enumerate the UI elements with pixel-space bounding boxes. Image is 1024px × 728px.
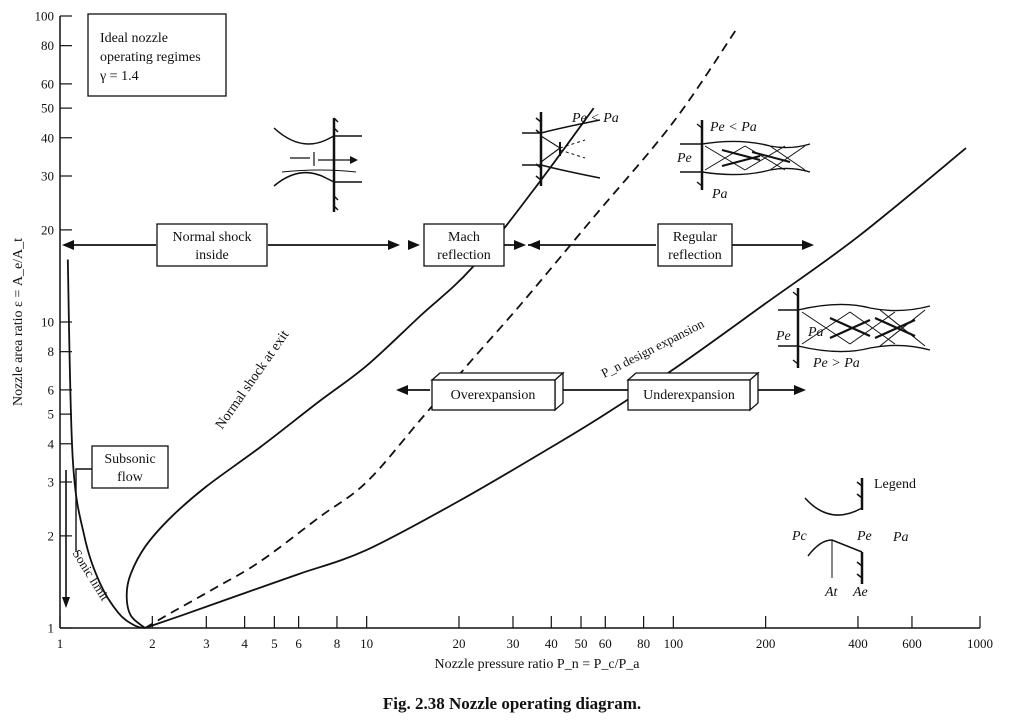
svg-text:Underexpansion: Underexpansion	[643, 388, 735, 403]
svg-text:reflection: reflection	[668, 248, 722, 263]
x-tick-label: 80	[637, 636, 650, 651]
info-box	[87, 13, 227, 97]
series-line-3	[144, 147, 967, 629]
svg-text:Normal shock: Normal shock	[173, 230, 252, 245]
x-tick-label: 4	[241, 636, 248, 651]
series-line-1	[125, 107, 595, 629]
x-axis-label: Nozzle pressure ratio P_n = P_c/P_a	[434, 657, 640, 672]
info-box-line-2: operating regimes	[100, 50, 201, 65]
y-tick-label: 20	[41, 222, 54, 237]
legend-pa: Pa	[892, 530, 909, 545]
region-subsonic-flow: Subsonic flow	[75, 445, 169, 552]
sketch-regular-reflection	[680, 120, 811, 190]
svg-text:reflection: reflection	[437, 248, 491, 263]
x-tick-label: 2	[149, 636, 156, 651]
y-tick-label: 3	[48, 475, 55, 490]
expansion-arrows	[396, 385, 806, 395]
svg-text:Regular: Regular	[673, 230, 718, 245]
x-tick-label: 50	[575, 636, 588, 651]
x-tick-label: 3	[203, 636, 210, 651]
info-box-line-3: γ = 1.4	[99, 69, 139, 84]
label-pa-regular: Pa	[711, 187, 728, 202]
y-tick-label: 50	[41, 101, 54, 116]
label-pe-lt-pa-2: Pe < Pa	[709, 120, 757, 135]
label-pa-under: Pa	[807, 325, 824, 340]
region-normal-shock-inside: Normal shock inside	[156, 223, 268, 267]
x-tick-label: 100	[664, 636, 684, 651]
series-line-2	[144, 29, 737, 629]
x-tick-label: 8	[334, 636, 341, 651]
x-tick-label: 60	[599, 636, 612, 651]
legend-ae: Ae	[852, 585, 868, 600]
x-tick-label: 400	[848, 636, 868, 651]
x-tick-label: 10	[360, 636, 373, 651]
y-tick-label: 5	[48, 407, 55, 422]
axes: 1 2 3 4 5 6 8 10 20 30 40 50 60 80 100 200 400 600 1000 1 2 3…	[11, 9, 993, 673]
svg-text:Overexpansion: Overexpansion	[451, 388, 536, 403]
x-tick-label: 6	[295, 636, 302, 651]
y-tick-label: 80	[41, 38, 54, 53]
x-tick-label: 200	[756, 636, 776, 651]
x-tick-label: 600	[902, 636, 922, 651]
label-pe-lt-pa-1: Pe < Pa	[571, 111, 619, 126]
y-axis-label: Nozzle area ratio ε = A_e/A_t	[11, 238, 26, 406]
legend-pc: Pc	[791, 529, 808, 544]
legend-sketch	[804, 478, 864, 584]
x-tick-label: 1	[57, 636, 64, 651]
label-pe-gt-pa: Pe > Pa	[812, 356, 860, 371]
svg-text:Subsonic: Subsonic	[104, 452, 155, 467]
series	[66, 29, 967, 629]
legend-at: At	[824, 585, 839, 600]
sketch-mach-reflection	[522, 112, 601, 186]
x-tick-label: 1000	[967, 636, 993, 651]
x-tick-label: 20	[452, 636, 465, 651]
y-tick-label: 100	[35, 9, 55, 24]
y-tick-label: 40	[41, 130, 54, 145]
svg-text:Mach: Mach	[448, 230, 480, 245]
nozzle-operating-diagram: 1 2 3 4 5 6 8 10 20 30 40 50 60 80 100 200 400 600 1000 1 2 3…	[11, 9, 993, 673]
y-tick-label: 4	[48, 436, 55, 451]
y-tick-label: 2	[48, 528, 55, 543]
svg-text:inside: inside	[195, 248, 228, 263]
y-tick-label: 1	[48, 621, 55, 636]
y-tick-label: 60	[41, 76, 54, 91]
region-overexpansion: Overexpansion	[430, 371, 565, 412]
y-tick-label: 8	[48, 344, 55, 359]
regime-arrows	[62, 240, 814, 250]
label-sonic-limit: Sonic limit	[69, 547, 112, 604]
svg-text:flow: flow	[117, 470, 144, 485]
label-pe-under: Pe	[775, 329, 791, 344]
y-tick-label: 6	[48, 382, 55, 397]
legend-title: Legend	[874, 477, 916, 492]
label-normal-shock-at-exit: Normal shock at exit	[213, 328, 292, 433]
info-box-line-1: Ideal nozzle	[100, 31, 168, 46]
sketch-normal-shock-inside	[273, 117, 362, 212]
x-tick-label: 30	[506, 636, 519, 651]
subsonic-down-arrow	[62, 470, 70, 608]
x-tick-label: 5	[271, 636, 278, 651]
sketch-underexpansion	[778, 288, 931, 368]
y-tick-label: 30	[41, 169, 54, 184]
figure-caption: Fig. 2.38 Nozzle operating diagram.	[382, 694, 642, 713]
label-pe-regular: Pe	[676, 151, 692, 166]
region-regular-reflection: Regular reflection	[657, 223, 733, 267]
y-tick-label: 10	[41, 315, 54, 330]
region-underexpansion: Underexpansion	[626, 371, 760, 412]
region-mach-reflection: Mach reflection	[423, 223, 505, 267]
series-line-0	[66, 259, 146, 629]
x-tick-label: 40	[545, 636, 558, 651]
label-design-expansion: P_n design expansion	[599, 316, 707, 381]
legend-pe: Pe	[856, 529, 872, 544]
